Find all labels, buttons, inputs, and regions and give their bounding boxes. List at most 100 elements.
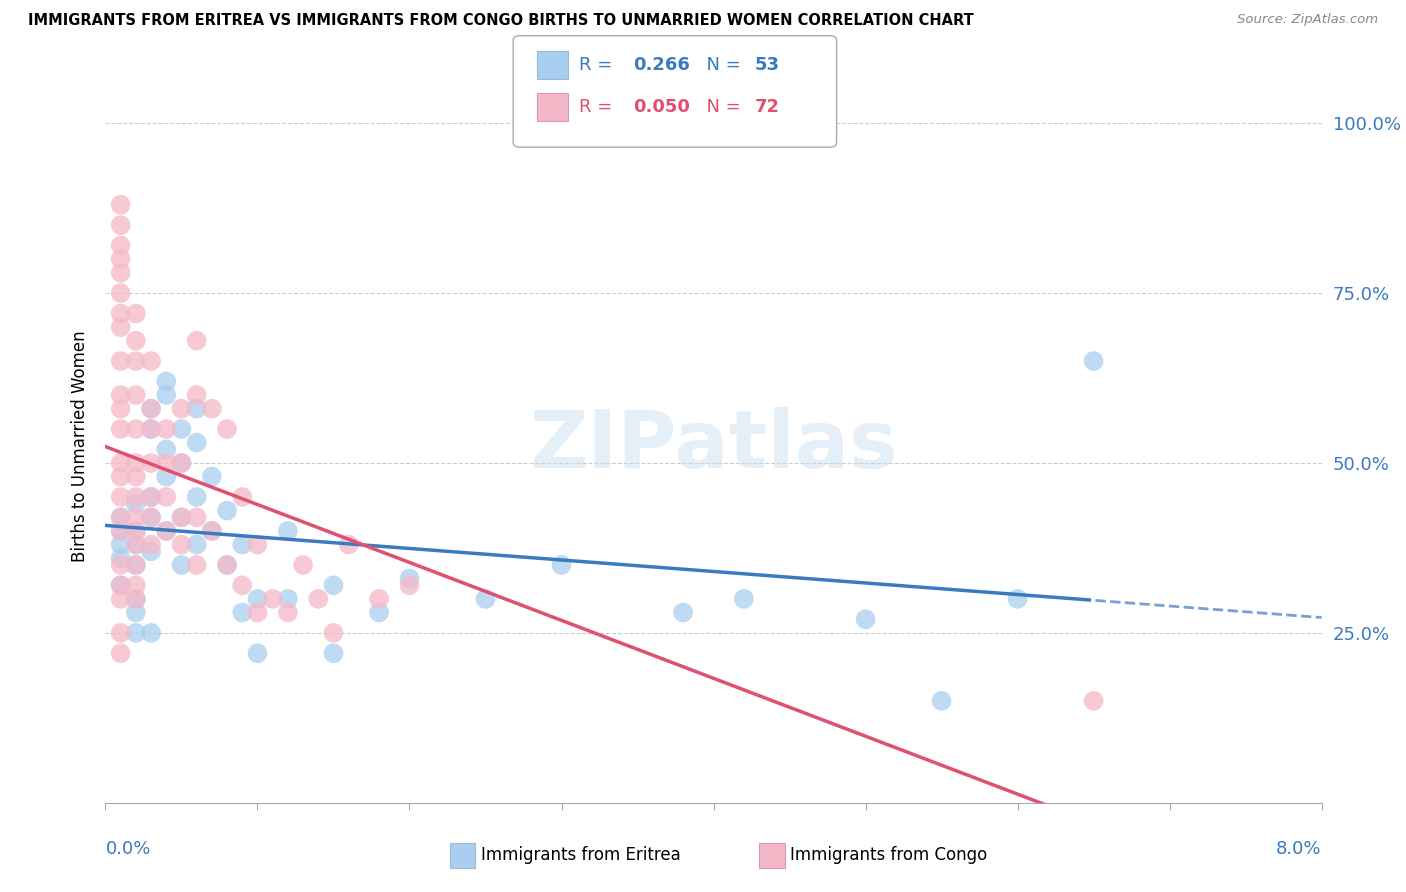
Point	[170, 401, 193, 416]
Point	[170, 558, 193, 572]
Point	[155, 375, 177, 389]
Point	[155, 490, 177, 504]
Point	[125, 510, 148, 524]
Point	[217, 558, 239, 572]
Point	[125, 334, 148, 348]
Point	[110, 252, 132, 266]
Text: Immigrants from Eritrea: Immigrants from Eritrea	[481, 847, 681, 864]
Text: 0.0%: 0.0%	[105, 840, 150, 858]
Text: ZIPatlas: ZIPatlas	[530, 407, 897, 485]
Point	[110, 388, 132, 402]
Point	[125, 578, 148, 592]
Point	[110, 524, 132, 538]
Point	[125, 591, 148, 606]
Point	[125, 469, 148, 483]
Point	[307, 591, 329, 606]
Point	[246, 591, 269, 606]
Point	[672, 606, 695, 620]
Point	[186, 435, 208, 450]
Point	[170, 456, 193, 470]
Point	[125, 497, 148, 511]
Point	[110, 401, 132, 416]
Point	[322, 578, 344, 592]
Point	[1007, 591, 1029, 606]
Point	[110, 490, 132, 504]
Point	[110, 524, 132, 538]
Point	[186, 334, 208, 348]
Point	[125, 537, 148, 551]
Point	[322, 626, 344, 640]
Point	[231, 578, 253, 592]
Point	[231, 606, 253, 620]
Text: 0.050: 0.050	[633, 98, 689, 116]
Point	[110, 286, 132, 301]
Point	[277, 606, 299, 620]
Point	[139, 544, 162, 558]
Point	[474, 591, 496, 606]
Point	[110, 510, 132, 524]
Point	[170, 456, 193, 470]
Point	[110, 422, 132, 436]
Point	[110, 591, 132, 606]
Point	[186, 537, 208, 551]
Point	[231, 490, 253, 504]
Point	[368, 606, 391, 620]
Point	[139, 422, 162, 436]
Text: 53: 53	[755, 56, 780, 74]
Text: Immigrants from Congo: Immigrants from Congo	[790, 847, 987, 864]
Point	[322, 646, 344, 660]
Point	[170, 422, 193, 436]
Point	[110, 578, 132, 592]
Point	[398, 572, 420, 586]
Point	[277, 591, 299, 606]
Point	[110, 558, 132, 572]
Point	[125, 606, 148, 620]
Point	[186, 401, 208, 416]
Point	[139, 422, 162, 436]
Point	[155, 388, 177, 402]
Point	[139, 354, 162, 368]
Point	[125, 626, 148, 640]
Point	[550, 558, 572, 572]
Point	[125, 524, 148, 538]
Point	[110, 306, 132, 320]
Point	[1083, 694, 1105, 708]
Point	[337, 537, 360, 551]
Text: 0.266: 0.266	[633, 56, 689, 74]
Point	[125, 524, 148, 538]
Point	[368, 591, 391, 606]
Point	[155, 456, 177, 470]
Text: 8.0%: 8.0%	[1277, 840, 1322, 858]
Point	[110, 198, 132, 212]
Point	[110, 456, 132, 470]
Point	[139, 401, 162, 416]
Point	[231, 537, 253, 551]
Point	[246, 537, 269, 551]
Point	[110, 510, 132, 524]
Point	[125, 306, 148, 320]
Point	[155, 469, 177, 483]
Point	[277, 524, 299, 538]
Point	[110, 266, 132, 280]
Point	[246, 606, 269, 620]
Point	[125, 537, 148, 551]
Point	[125, 558, 148, 572]
Point	[262, 591, 284, 606]
Point	[186, 490, 208, 504]
Point	[139, 626, 162, 640]
Text: R =: R =	[579, 98, 624, 116]
Point	[201, 524, 224, 538]
Point	[139, 490, 162, 504]
Text: IMMIGRANTS FROM ERITREA VS IMMIGRANTS FROM CONGO BIRTHS TO UNMARRIED WOMEN CORRE: IMMIGRANTS FROM ERITREA VS IMMIGRANTS FR…	[28, 13, 974, 29]
Point	[139, 456, 162, 470]
Point	[855, 612, 877, 626]
Point	[246, 646, 269, 660]
Point	[186, 558, 208, 572]
Point	[110, 537, 132, 551]
Point	[733, 591, 755, 606]
Point	[155, 422, 177, 436]
Point	[170, 537, 193, 551]
Point	[201, 469, 224, 483]
Point	[931, 694, 953, 708]
Point	[155, 442, 177, 457]
